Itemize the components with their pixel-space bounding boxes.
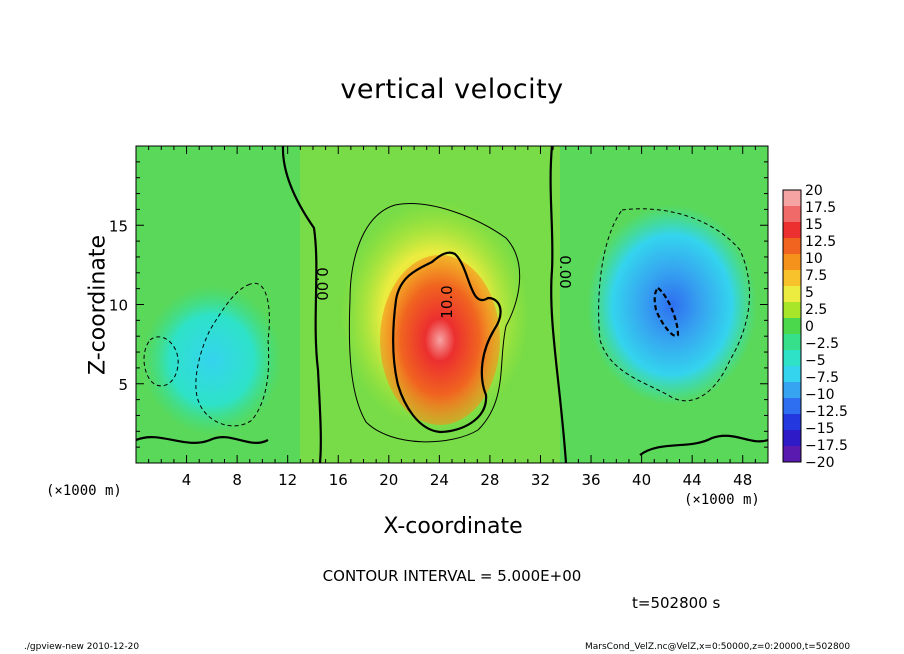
- colorbar-label: 10: [805, 251, 823, 267]
- colorbar-swatch: [783, 206, 801, 222]
- colorbar-swatch: [783, 430, 801, 446]
- colorbar-label: −20: [805, 455, 835, 471]
- colorbar-label: 20: [805, 183, 823, 199]
- zero-contour-bottom-left: [136, 436, 269, 444]
- colorbar-frame: [782, 189, 802, 463]
- x-tick-label: 44: [683, 471, 702, 489]
- colorbar-swatch: [783, 302, 801, 318]
- colorbar-swatch: [783, 286, 801, 302]
- colorbar-label: 15: [805, 217, 823, 233]
- x-unit-left: (×1000 m): [46, 483, 122, 499]
- colorbar-swatch: [783, 382, 801, 398]
- contour-neg5-left-a: [195, 282, 270, 427]
- x-tick-label: 4: [182, 471, 192, 489]
- updraft-core: [380, 255, 500, 425]
- colorbar-label: −12.5: [805, 404, 848, 420]
- contour-label-zero-left: 0.00: [313, 267, 331, 300]
- time-label: t=502800 s: [632, 594, 721, 612]
- zero-contour-right: [549, 146, 568, 463]
- colorbar-swatch: [783, 190, 801, 206]
- zero-contour-bottom-right: [639, 434, 768, 456]
- zero-contour-left: [281, 146, 322, 463]
- colorbar-label: 17.5: [805, 200, 836, 216]
- colorbar-label: −17.5: [805, 438, 848, 454]
- colorbar-swatch: [783, 446, 801, 462]
- x-tick-label: 24: [430, 471, 449, 489]
- footer-left: ./gpview-new 2010-12-20: [24, 642, 140, 652]
- contour-neg5-left-b: [143, 336, 179, 387]
- x-tick-label: 32: [531, 471, 550, 489]
- x-tick-label: 20: [379, 471, 398, 489]
- colorbar: 2017.51512.5107.552.50−2.5−5−7.5−10−12.5…: [782, 183, 848, 471]
- colorbar-swatch: [783, 398, 801, 414]
- x-axis-label: X-coordinate: [383, 514, 523, 539]
- x-unit-right: (×1000 m): [684, 492, 760, 508]
- colorbar-swatch: [783, 222, 801, 238]
- colorbar-label: −2.5: [805, 336, 839, 352]
- left-downdraft: [142, 285, 282, 435]
- colorbar-swatch: [783, 350, 801, 366]
- x-tick-label: 12: [278, 471, 297, 489]
- x-tick-label: 16: [329, 471, 348, 489]
- colorbar-label: −7.5: [805, 370, 839, 386]
- colorbar-label: −15: [805, 421, 835, 437]
- x-tick-label: 28: [480, 471, 499, 489]
- colorbar-swatch: [783, 318, 801, 334]
- x-tick-label: 40: [632, 471, 651, 489]
- contour-5-updraft: [348, 203, 521, 443]
- colorbar-label: 12.5: [805, 234, 836, 250]
- x-tick-label: 48: [733, 471, 752, 489]
- contour-neg10-right: [653, 286, 680, 338]
- colorbar-label: 2.5: [805, 302, 827, 318]
- x-tick-label: 36: [581, 471, 600, 489]
- contour-neg5-right: [598, 208, 750, 402]
- footer-right: MarsCond_VelZ.nc@VelZ,x=0:50000,z=0:2000…: [585, 642, 851, 652]
- x-tick-label: 8: [232, 471, 242, 489]
- colorbar-swatch: [783, 414, 801, 430]
- colorbar-swatch: [783, 270, 801, 286]
- chart-title: vertical velocity: [340, 74, 564, 105]
- contour-label-zero-right: 0.00: [556, 255, 574, 288]
- colorbar-label: 0: [805, 319, 814, 335]
- colorbar-swatch: [783, 366, 801, 382]
- contour-label-ten: 10.0: [438, 285, 456, 318]
- y-tick-label: 5: [118, 376, 128, 394]
- colorbar-swatch: [783, 254, 801, 270]
- y-tick-label: 15: [109, 217, 128, 235]
- contour-10-updraft: [392, 251, 502, 434]
- colorbar-swatch: [783, 238, 801, 254]
- colorbar-label: −5: [805, 353, 826, 369]
- y-tick-label: 10: [109, 297, 128, 315]
- contour-interval-text: CONTOUR INTERVAL = 5.000E+00: [322, 567, 582, 585]
- colorbar-label: 5: [805, 285, 814, 301]
- right-downdraft: [587, 205, 757, 405]
- colorbar-swatch: [783, 334, 801, 350]
- contour-field: [136, 146, 768, 463]
- colorbar-label: −10: [805, 387, 835, 403]
- colorbar-label: 7.5: [805, 268, 827, 284]
